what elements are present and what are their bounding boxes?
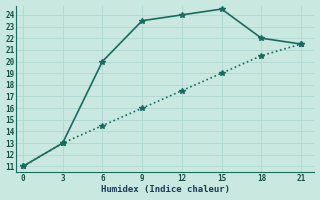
X-axis label: Humidex (Indice chaleur): Humidex (Indice chaleur) [101, 185, 230, 194]
